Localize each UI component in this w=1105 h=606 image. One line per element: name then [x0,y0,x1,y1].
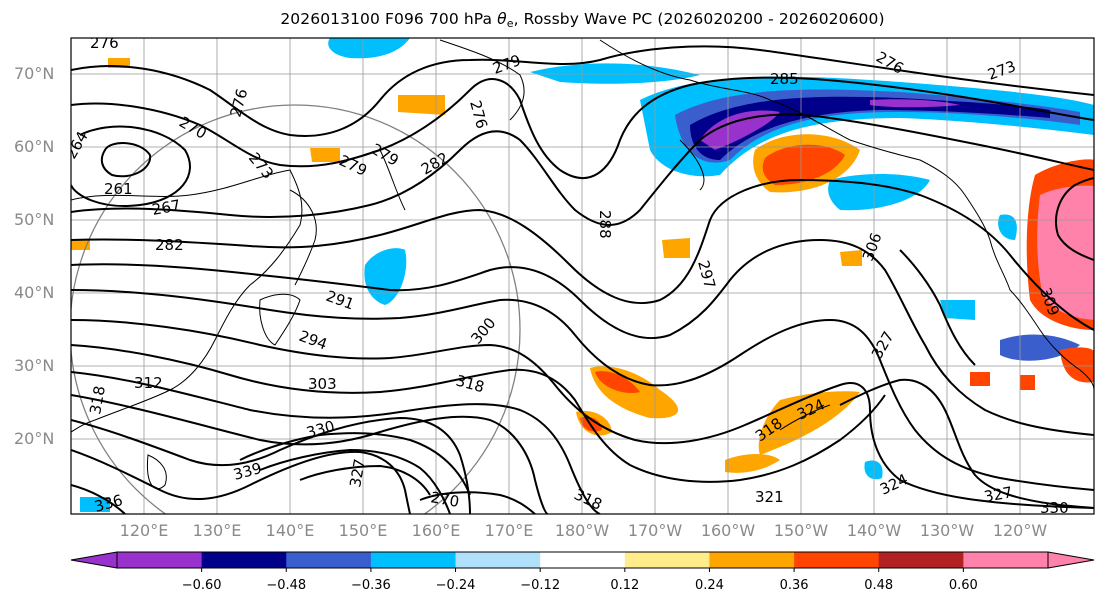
colorbar-segment [878,552,964,568]
colorbar-tick-label: −0.48 [266,578,307,593]
lat-label: 60°N [14,137,55,156]
colorbar-boxes [70,551,1095,572]
map-frame [70,37,1095,515]
contour-label: 282 [155,236,184,254]
theta-e-contours [71,45,1094,514]
contour-label: 312 [134,374,163,392]
colorbar-segment [624,552,710,568]
contour-label: 336 [92,491,124,516]
lon-label: 150°E [338,521,388,540]
contour-label: 267 [151,196,182,219]
lat-label: 70°N [14,64,55,83]
lat-label: 40°N [14,283,55,302]
colorbar-tick-label: −0.24 [435,578,476,593]
lon-label: 160°E [411,521,461,540]
colorbar-tick-label: 0.36 [779,578,809,593]
colorbar-segment [117,552,203,568]
contour-label: 318 [86,384,109,415]
lon-label: 130°W [919,521,975,540]
colorbar-segment [455,552,541,568]
colorbar-segment [794,552,880,568]
colorbar-tick-label: 0.24 [694,578,724,593]
positive-anomaly-shading [71,58,1094,473]
colorbar-segment [201,552,287,568]
lon-label: 150°W [773,521,829,540]
contour-label: 261 [104,180,133,198]
colorbar-segment [963,552,1049,568]
contour-label: 288 [596,210,614,239]
colorbar-segment [286,552,372,568]
lon-label: 170°E [484,521,534,540]
lon-label: 160°W [700,521,756,540]
contour-label: 330 [1040,499,1069,517]
lat-lon-grid [71,38,1094,514]
coastlines [71,39,1094,490]
lon-label: 180°W [554,521,610,540]
lon-label: 170°W [627,521,683,540]
contour-label: 285 [770,70,799,88]
colorbar-tick-label: −0.36 [350,578,391,593]
region-circle [71,104,521,514]
colorbar-tick-label: −0.60 [181,578,222,593]
contour-label: 276 [90,34,119,52]
contour-label: 321 [755,488,784,506]
colorbar-tick-label: 0.60 [948,578,978,593]
colorbar-segment [709,552,795,568]
plot-title: 2026013100 F096 700 hPa θe, Rossby Wave … [280,10,885,30]
lon-label: 140°W [846,521,902,540]
colorbar-over-arrow [1047,551,1095,569]
lon-label: 120°W [992,521,1048,540]
colorbar-segment [540,552,626,568]
contour-label: 327 [983,483,1014,506]
lat-label: 20°N [14,429,55,448]
colorbar-tick-label: 0.12 [610,578,640,593]
lon-label: 140°E [265,521,315,540]
colorbar-tick-label: −0.12 [520,578,561,593]
colorbar-tick-label: 0.48 [864,578,894,593]
colorbar-under-arrow [70,551,118,569]
colorbar-segment [370,552,457,568]
colorbar-frame [116,551,1049,569]
lon-label: 130°E [192,521,242,540]
contour-label: 270 [429,488,460,511]
lat-label: 50°N [14,210,55,229]
contour-label: 303 [308,375,337,393]
lon-label: 120°E [119,521,169,540]
contour-label: 327 [346,457,369,488]
lat-label: 30°N [14,356,55,375]
